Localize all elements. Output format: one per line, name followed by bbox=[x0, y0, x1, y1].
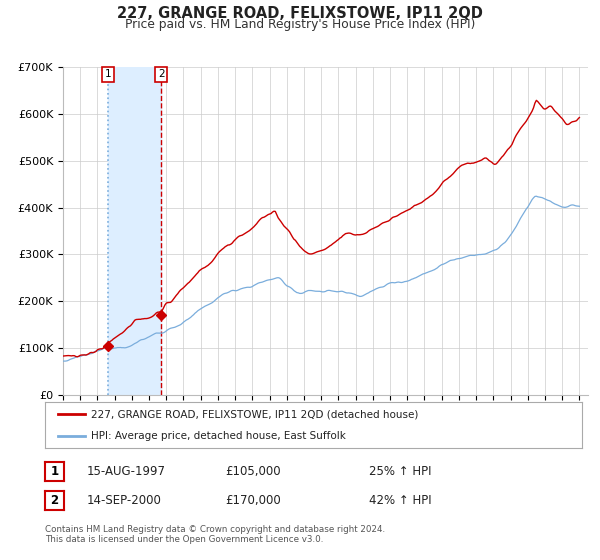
Text: 1: 1 bbox=[105, 69, 112, 79]
Bar bbox=[108, 67, 161, 395]
Text: 227, GRANGE ROAD, FELIXSTOWE, IP11 2QD (detached house): 227, GRANGE ROAD, FELIXSTOWE, IP11 2QD (… bbox=[91, 409, 418, 419]
Text: 227, GRANGE ROAD, FELIXSTOWE, IP11 2QD: 227, GRANGE ROAD, FELIXSTOWE, IP11 2QD bbox=[117, 6, 483, 21]
Text: 14-SEP-2000: 14-SEP-2000 bbox=[87, 493, 162, 507]
Text: 42% ↑ HPI: 42% ↑ HPI bbox=[369, 493, 431, 507]
Text: 1: 1 bbox=[50, 465, 59, 478]
Text: £170,000: £170,000 bbox=[225, 493, 281, 507]
Text: £105,000: £105,000 bbox=[225, 465, 281, 478]
Text: 15-AUG-1997: 15-AUG-1997 bbox=[87, 465, 166, 478]
Text: This data is licensed under the Open Government Licence v3.0.: This data is licensed under the Open Gov… bbox=[45, 535, 323, 544]
Text: Contains HM Land Registry data © Crown copyright and database right 2024.: Contains HM Land Registry data © Crown c… bbox=[45, 525, 385, 534]
Text: HPI: Average price, detached house, East Suffolk: HPI: Average price, detached house, East… bbox=[91, 431, 346, 441]
Text: 25% ↑ HPI: 25% ↑ HPI bbox=[369, 465, 431, 478]
Text: 2: 2 bbox=[50, 493, 59, 507]
Text: 2: 2 bbox=[158, 69, 164, 79]
Text: Price paid vs. HM Land Registry's House Price Index (HPI): Price paid vs. HM Land Registry's House … bbox=[125, 18, 475, 31]
